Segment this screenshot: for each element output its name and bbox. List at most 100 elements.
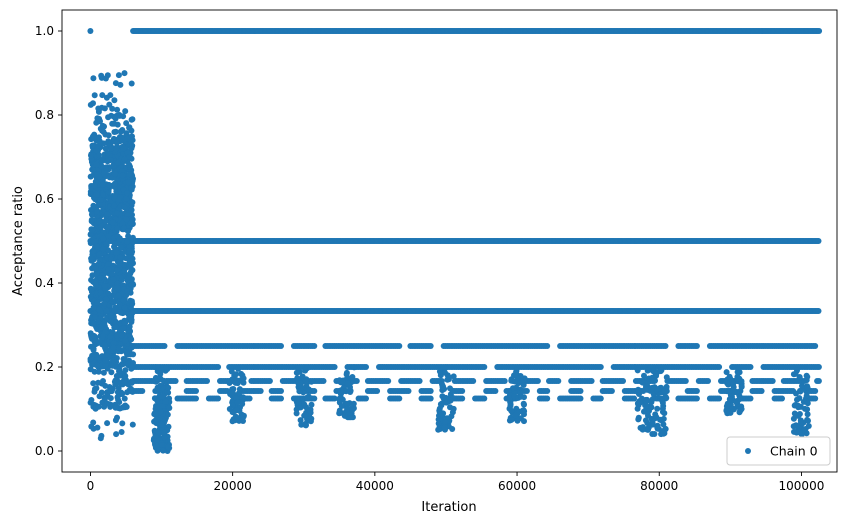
data-point [96, 306, 103, 313]
data-point [302, 367, 309, 374]
data-point [90, 380, 97, 387]
data-point [91, 92, 98, 99]
data-point [96, 251, 103, 258]
data-point [117, 254, 124, 261]
data-point [353, 378, 360, 384]
data-point [123, 195, 130, 202]
data-point [450, 373, 457, 380]
data-point [230, 390, 236, 397]
data-point [172, 378, 179, 384]
data-point [115, 385, 122, 391]
data-point [122, 108, 129, 115]
data-point [92, 280, 99, 287]
data-point [125, 179, 132, 186]
data-point [114, 210, 121, 217]
data-point [121, 156, 128, 163]
data-point [127, 264, 134, 271]
data-point [816, 28, 823, 34]
data-point [512, 412, 519, 419]
data-point [154, 375, 161, 382]
data-point [101, 283, 108, 289]
data-point [123, 216, 130, 223]
data-point [620, 378, 626, 384]
data-point [100, 235, 107, 242]
data-point [339, 379, 346, 386]
data-point [662, 343, 669, 349]
data-point [88, 216, 95, 223]
data-point [815, 238, 822, 244]
data-point [127, 311, 134, 318]
data-point [747, 395, 754, 402]
data-point [344, 400, 350, 407]
data-point [108, 312, 115, 319]
data-point [160, 447, 167, 454]
data-point [96, 115, 103, 122]
data-point [416, 378, 423, 384]
data-point [99, 92, 106, 99]
data-point [116, 368, 122, 375]
data-point [304, 394, 311, 401]
data-point [104, 420, 111, 427]
data-point [129, 216, 136, 223]
data-point [108, 145, 115, 152]
data-point [99, 181, 106, 188]
data-point [442, 364, 449, 371]
data-point [121, 204, 128, 211]
data-point [122, 337, 129, 344]
data-point [257, 388, 264, 394]
data-point [101, 396, 108, 402]
data-point [104, 158, 111, 165]
data-point [295, 399, 302, 406]
data-point [159, 403, 166, 409]
data-point [385, 378, 392, 384]
data-point [96, 173, 103, 180]
data-point [97, 274, 104, 281]
data-point [90, 100, 96, 107]
data-point [442, 369, 448, 376]
data-point [121, 395, 128, 402]
data-point [634, 367, 641, 374]
data-point [128, 388, 134, 395]
data-point [278, 343, 284, 349]
data-point [235, 365, 242, 372]
data-point [105, 266, 112, 273]
data-point [101, 342, 108, 349]
data-point [693, 395, 700, 402]
data-point [128, 379, 135, 386]
data-point [109, 219, 116, 226]
data-point [470, 378, 477, 384]
data-point [121, 268, 128, 275]
data-point [427, 343, 434, 349]
data-point [90, 345, 97, 352]
data-point [125, 228, 131, 235]
data-point [154, 384, 161, 391]
data-point [126, 161, 133, 168]
data-point [118, 429, 125, 435]
data-point [92, 196, 99, 203]
data-point [98, 72, 105, 79]
data-point [514, 417, 521, 424]
data-point [112, 192, 118, 199]
data-point [815, 308, 822, 314]
data-point [374, 388, 381, 394]
data-point [123, 120, 130, 127]
data-point [97, 197, 104, 203]
data-point [126, 258, 133, 264]
data-point [437, 401, 444, 408]
data-point [311, 395, 318, 402]
data-point [635, 416, 642, 423]
data-point [158, 421, 165, 428]
data-point [128, 116, 135, 123]
data-point [123, 349, 130, 356]
data-point [523, 388, 530, 394]
data-point [116, 372, 123, 379]
data-point [110, 340, 117, 347]
data-point [120, 325, 127, 332]
data-point [122, 248, 128, 255]
data-point [112, 146, 119, 153]
data-point [92, 314, 98, 321]
data-point [815, 364, 822, 370]
data-point [349, 407, 356, 413]
data-point [112, 377, 119, 384]
